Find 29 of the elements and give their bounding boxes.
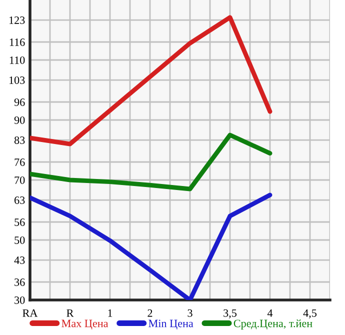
y-tick-label: 116 (10, 38, 25, 46)
y-tick-label: 96 (14, 98, 25, 106)
x-tick-label: 4 (267, 309, 273, 317)
y-tick-label: 76 (14, 158, 25, 166)
y-tick-label: 70 (14, 176, 25, 184)
x-tick-label: 4,5 (303, 309, 317, 318)
y-tick-label: 83 (14, 136, 25, 144)
line-series (30, 132, 272, 192)
legend-label: Max Цена (62, 320, 108, 330)
y-tick-label: 123 (9, 16, 25, 24)
y-tick-label: 103 (9, 76, 25, 84)
x-tick-label: 1 (108, 309, 112, 317)
y-tick-label: 110 (10, 56, 25, 64)
x-tick-label: R (66, 309, 74, 317)
line-series (30, 192, 272, 300)
y-tick-label: 56 (14, 218, 25, 226)
legend-label: Сред.Цена, т.йен (234, 319, 312, 330)
line-series (30, 15, 272, 146)
y-tick-label: 36 (14, 278, 25, 286)
x-tick-label: RA (22, 309, 38, 317)
x-tick-label: 3,5 (224, 309, 237, 318)
x-tick-label: 3 (188, 309, 192, 317)
y-tick-label: 43 (14, 256, 25, 264)
y-tick-label: 90 (14, 116, 25, 124)
x-tick-label: 2 (148, 309, 152, 317)
legend-label: Min Цена (148, 320, 194, 330)
y-tick-label: 63 (14, 196, 25, 204)
y-tick-label: 50 (14, 236, 25, 244)
y-tick-label: 30 (14, 296, 25, 304)
